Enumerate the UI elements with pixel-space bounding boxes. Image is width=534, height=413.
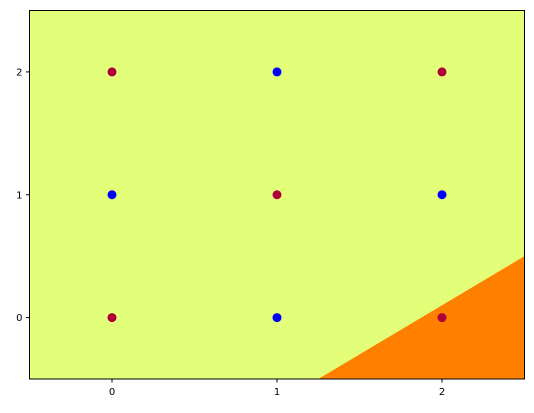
- data-point-series1-0: [272, 67, 282, 77]
- region-lower-right: [318, 256, 525, 379]
- x-tick-label-1: 1: [274, 387, 280, 398]
- x-axis: 0 1 2: [109, 379, 445, 398]
- data-point-series1-2: [437, 190, 447, 200]
- y-tick-label-0: 0: [16, 313, 22, 324]
- x-tick-label-0: 0: [109, 387, 115, 398]
- data-point-series1-1: [107, 190, 117, 200]
- x-tick-label-2: 2: [439, 387, 445, 398]
- y-tick-label-2: 2: [16, 67, 22, 78]
- data-point-series0-2: [272, 190, 282, 200]
- points-layer: [107, 67, 447, 323]
- data-point-series0-3: [107, 313, 117, 323]
- data-point-series1-3: [272, 313, 282, 323]
- y-tick-label-1: 1: [16, 190, 22, 201]
- data-point-series0-1: [437, 67, 447, 77]
- y-axis: 0 1 2: [16, 67, 30, 324]
- data-point-series0-4: [437, 313, 447, 323]
- data-point-series0-0: [107, 67, 117, 77]
